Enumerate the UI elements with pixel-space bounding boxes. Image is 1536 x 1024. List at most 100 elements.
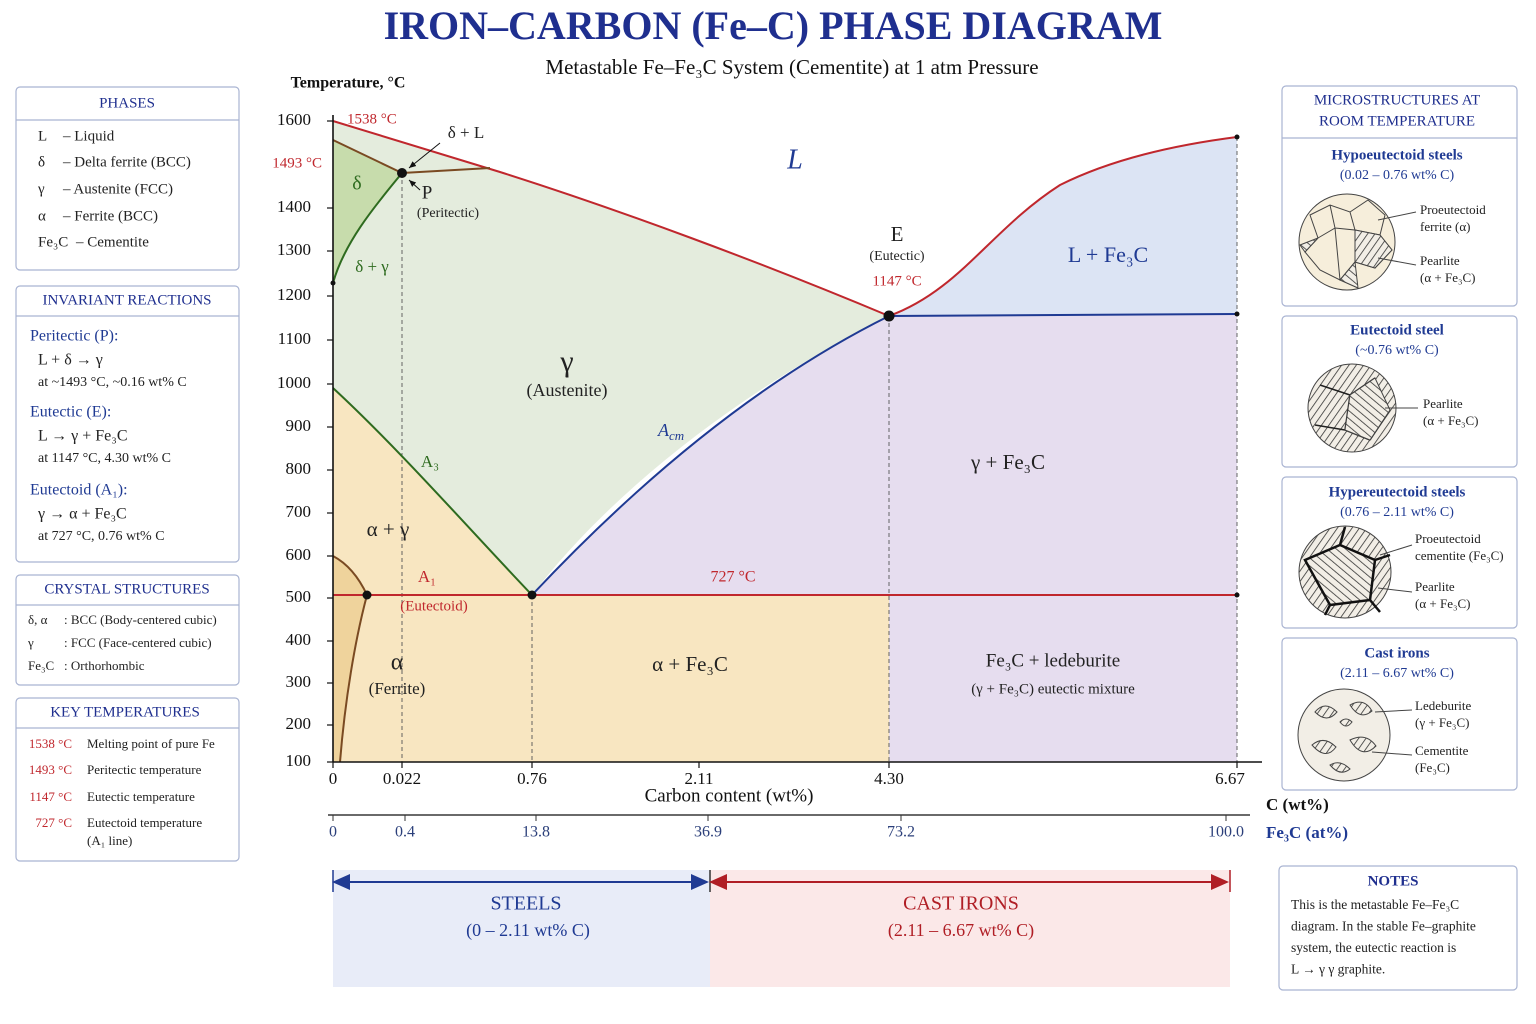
reaction-equation: L + δ → γ	[38, 352, 103, 369]
y-tick-label: 100	[286, 751, 312, 770]
reaction-condition: at 727 °C, 0.76 wt% C	[38, 529, 165, 544]
eutectic-line	[888, 313, 1238, 317]
subtitle: Metastable Fe–Fe₃C System (Cementite) at…	[545, 55, 1038, 79]
note-line: This is the metastable Fe–Fe₃C	[1291, 897, 1459, 912]
panel-title: CRYSTAL STRUCTURES	[44, 581, 209, 597]
y-axis-label: Temperature, °C	[291, 75, 406, 92]
callout: Proeutectoid	[1420, 202, 1486, 217]
callout: Proeutectoid	[1415, 531, 1481, 546]
phase-text: – Ferrite (BCC)	[62, 208, 158, 224]
reaction-name: Eutectic (E):	[30, 404, 111, 421]
micro-title: Cast irons	[1364, 645, 1429, 661]
key-temp: 1493 °C	[29, 762, 72, 777]
y-tick-label: 300	[286, 672, 312, 691]
y-tick-label: 1200	[277, 285, 311, 304]
key-temp: 1147 °C	[29, 789, 72, 804]
key-temp-note: (A₁ line)	[87, 833, 132, 848]
callout: Pearlite	[1420, 253, 1460, 268]
y-tick-label: 1300	[277, 240, 311, 259]
phase-symbol: δ	[38, 154, 45, 170]
panel-title: PHASES	[99, 95, 155, 111]
region-alpha-cementite	[333, 388, 889, 762]
region-label: Fe₃C + ledeburite	[986, 650, 1120, 671]
panel-title: KEY TEMPERATURES	[50, 704, 200, 720]
key-temp-text: Peritectic temperature	[87, 762, 202, 777]
crystal-text: : Orthorhombic	[64, 658, 145, 673]
region-label: α	[391, 650, 404, 676]
y-tick-label: 1000	[277, 373, 311, 392]
axes	[328, 115, 1262, 816]
reactions-box	[15, 285, 240, 563]
reaction-equation: γ → α + Fe₃C	[37, 506, 127, 523]
callout-line	[1371, 751, 1413, 756]
micrographs	[1297, 193, 1418, 782]
region-label: L + Fe₃C	[1068, 242, 1148, 267]
callout-line	[1377, 257, 1417, 266]
end-point	[1234, 592, 1240, 598]
phase-regions	[333, 121, 1237, 762]
panel-title: ROOM TEMPERATURE	[1319, 113, 1475, 129]
acm-sub: cm	[669, 428, 684, 443]
phase-boundaries	[332, 120, 1238, 763]
region-label: L	[786, 144, 803, 175]
reaction-condition: at 1147 °C, 4.30 wt% C	[38, 451, 171, 466]
x-axis-label: Carbon content (wt%)	[645, 785, 814, 806]
a3-line	[332, 387, 533, 596]
y-tick-label: 900	[286, 416, 312, 435]
crystal-text: : FCC (Face-centered cubic)	[64, 635, 212, 650]
pointer-arrow	[408, 142, 441, 169]
region-label: (Austenite)	[527, 380, 608, 401]
at-tick-label: 13.8	[522, 824, 550, 841]
notes-box	[1278, 865, 1518, 991]
y-tick-label: 700	[286, 502, 312, 521]
region-label: P	[422, 182, 433, 203]
callout-line	[1377, 587, 1413, 593]
at-tick-label: 0	[329, 824, 337, 841]
region-label: γ + Fe₃C	[970, 450, 1045, 474]
x-tick-label: 6.67	[1215, 769, 1245, 788]
key-temp: 1538 °C	[29, 736, 72, 751]
end-point	[1234, 311, 1240, 317]
eutectoid-point	[527, 590, 537, 600]
x-tick-label: 0	[329, 769, 338, 788]
x-tick-label: 4.30	[874, 769, 904, 788]
callout: (α + Fe₃C)	[1423, 413, 1479, 428]
phase-text: – Liquid	[62, 128, 115, 144]
reaction-name: Peritectic (P):	[30, 328, 118, 345]
title: IRON–CARBON (Fe–C) PHASE DIAGRAM	[384, 3, 1163, 48]
at-tick-label: 73.2	[887, 824, 915, 841]
x-tick-label: 2.11	[684, 769, 713, 788]
region-liquid-cementite	[889, 137, 1237, 316]
cementite-network	[1303, 543, 1377, 607]
phase-symbol: L	[38, 128, 47, 144]
panel-title: MICROSTRUCTURES AT	[1314, 92, 1480, 108]
crystal-text: : BCC (Body-centered cubic)	[64, 612, 217, 627]
crystal-symbol: γ	[27, 635, 34, 650]
region-austenite	[333, 121, 889, 595]
end-point	[330, 280, 336, 286]
cementite-network	[1323, 526, 1391, 616]
region-label: δ + γ	[355, 257, 389, 276]
x-unit-label: C (wt%)	[1266, 795, 1329, 814]
acm-line	[531, 315, 890, 596]
note-line: diagram. In the stable Fe–graphite	[1291, 919, 1476, 934]
region-label: (γ + Fe₃C) eutectic mixture	[971, 681, 1135, 697]
right-panels	[1278, 85, 1518, 991]
region-label: E	[891, 222, 904, 246]
region-delta	[333, 140, 402, 283]
y-tick-label: 600	[286, 545, 312, 564]
callout: (α + Fe₃C)	[1415, 596, 1471, 611]
at-unit-label: Fe₃C (at%)	[1266, 823, 1348, 842]
note-line: L → γ γ graphite.	[1291, 962, 1385, 977]
crystal-symbol: δ, α	[28, 612, 48, 627]
callout: cementite (Fe₃C)	[1415, 548, 1504, 563]
phase-symbol: Fe₃C	[38, 234, 68, 250]
pearlite-colony	[1344, 377, 1391, 441]
callout-line	[1379, 544, 1413, 556]
region-label: α + Fe₃C	[652, 652, 728, 676]
callout: ferrite (α)	[1420, 219, 1470, 234]
acm-main: A	[657, 420, 670, 440]
micro-title: Eutectoid steel	[1350, 322, 1444, 338]
callout: (γ + Fe₃C)	[1415, 715, 1469, 730]
